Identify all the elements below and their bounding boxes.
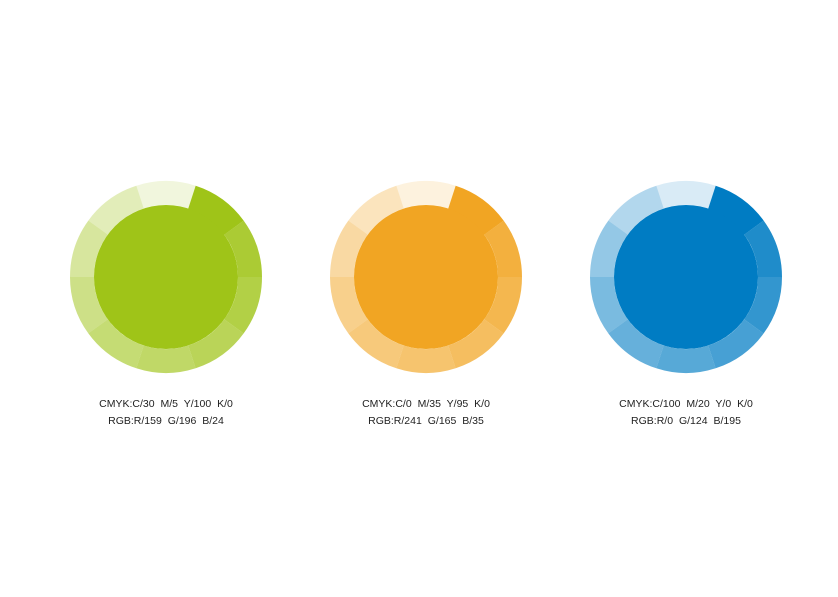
ring-segment [656,181,716,209]
ring-segment [184,185,244,242]
ring-segment [348,185,404,235]
center-color-disc [614,205,758,349]
ring-segment [88,185,144,235]
cmyk-value: CMYK:C/0 M/35 Y/95 K/0 [362,398,490,410]
color-wheel-graphic [70,181,262,373]
ring-segment [396,345,456,373]
color-spec-blue: CMYK:C/100 M/20 Y/0 K/0 RGB:R/0 G/124 B/… [556,396,816,430]
color-wheel-blue [586,177,786,377]
ring-segment [396,181,456,209]
ring-segment [136,345,196,373]
cmyk-value: CMYK:C/30 M/5 Y/100 K/0 [99,398,233,410]
ring-segment [444,185,504,242]
ring-segment [608,319,664,369]
ring-segment [590,277,628,334]
ring-segment [330,220,368,277]
ring-segment [656,345,716,373]
ring-segment [224,277,262,334]
color-wheel-orange [326,177,526,377]
ring-segment [744,220,782,277]
ring-segment [608,185,664,235]
rgb-value: RGB:R/241 G/165 B/35 [368,415,484,427]
ring-segment [590,220,628,277]
cmyk-value: CMYK:C/100 M/20 Y/0 K/0 [619,398,753,410]
rgb-value: RGB:R/159 G/196 B/24 [108,415,224,427]
ring-segment [348,319,404,369]
ring-segment [188,319,244,369]
ring-segment [708,319,764,369]
ring-segment [224,220,262,277]
color-spec-orange: CMYK:C/0 M/35 Y/95 K/0 RGB:R/241 G/165 B… [296,396,556,430]
color-wheel-graphic [330,181,522,373]
ring-segment [704,185,764,242]
ring-segment [330,277,368,334]
color-spec-green: CMYK:C/30 M/5 Y/100 K/0 RGB:R/159 G/196 … [36,396,296,430]
ring-segment [88,319,144,369]
color-wheel-graphic [590,181,782,373]
center-color-disc [354,205,498,349]
color-wheel-green [66,177,266,377]
ring-segment [136,181,196,209]
ring-segment [744,277,782,334]
ring-segment [448,319,504,369]
center-color-disc [94,205,238,349]
ring-segment [484,220,522,277]
ring-segment [70,277,108,334]
rgb-value: RGB:R/0 G/124 B/195 [631,415,741,427]
ring-segment [484,277,522,334]
ring-segment [70,220,108,277]
